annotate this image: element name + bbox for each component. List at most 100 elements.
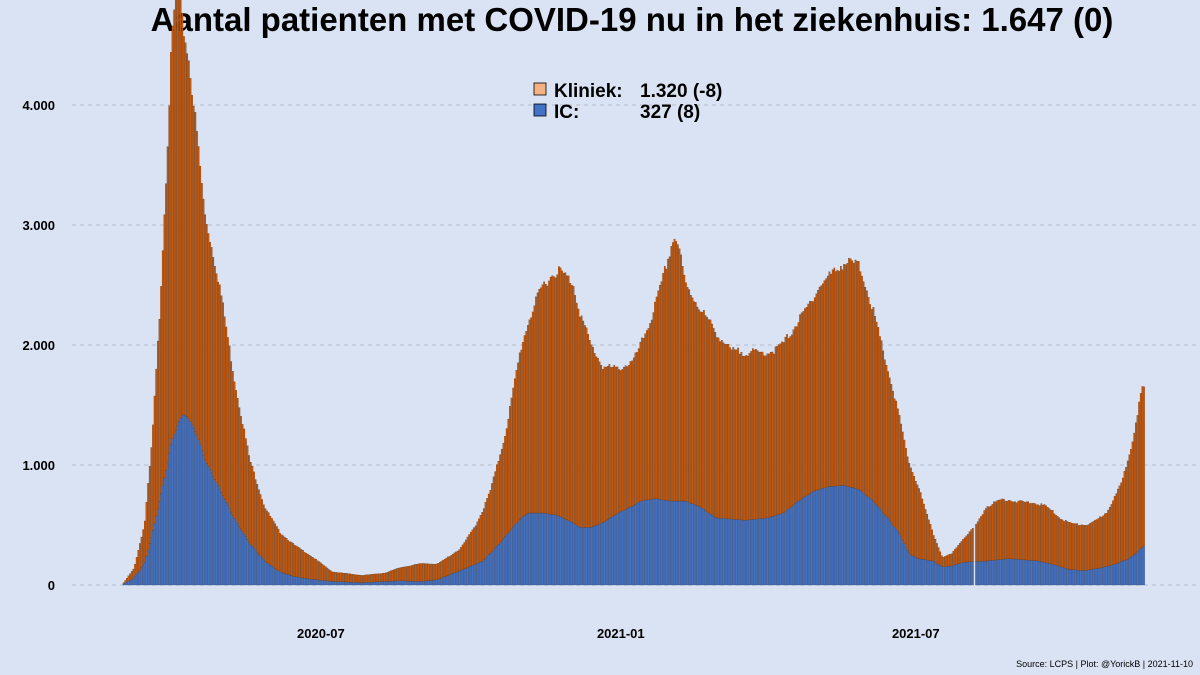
kliniek-bar <box>290 541 293 576</box>
kliniek-bar <box>323 565 325 581</box>
ic-bar <box>360 582 363 586</box>
ic-bar <box>869 498 871 586</box>
ic-bar <box>218 489 221 586</box>
ic-bar <box>188 418 190 586</box>
ic-bar <box>875 504 878 586</box>
ic-bar <box>1074 569 1077 586</box>
ic-bar <box>174 429 177 586</box>
ic-bar <box>826 486 829 586</box>
ic-bar <box>253 547 255 586</box>
kliniek-bar <box>1081 524 1083 571</box>
ic-bar <box>437 579 440 586</box>
kliniek-bar <box>566 275 568 520</box>
ic-bar <box>787 508 790 586</box>
kliniek-bar <box>435 563 438 580</box>
kliniek-bar <box>360 575 363 583</box>
ic-bar <box>724 518 726 586</box>
kliniek-bar <box>522 342 524 517</box>
ic-bar <box>699 506 702 586</box>
ic-bar <box>396 580 399 586</box>
kliniek-bar <box>463 542 466 569</box>
kliniek-bar <box>199 165 202 446</box>
kliniek-bar <box>262 504 265 560</box>
ic-bar <box>465 568 467 586</box>
ic-bar <box>853 487 855 586</box>
ic-bar <box>1091 569 1093 586</box>
kliniek-bar <box>840 266 842 486</box>
kliniek-bar <box>991 504 994 561</box>
kliniek-bar <box>650 319 653 500</box>
kliniek-bar <box>258 489 260 555</box>
kliniek-bar <box>1110 504 1113 566</box>
kliniek-bar <box>337 572 340 582</box>
kliniek-bar <box>1123 471 1126 561</box>
ic-bar <box>642 500 645 586</box>
kliniek-bar <box>531 311 534 514</box>
kliniek-bar <box>443 559 446 577</box>
kliniek-bar <box>1014 501 1017 560</box>
ic-bar <box>1009 558 1012 586</box>
kliniek-bar <box>848 258 850 487</box>
kliniek-bar <box>1097 518 1100 569</box>
ic-bar <box>693 504 695 586</box>
ic-bar <box>144 562 146 586</box>
kliniek-bar <box>743 356 746 521</box>
kliniek-bar <box>401 567 404 581</box>
kliniek-bar <box>843 264 845 486</box>
kliniek-bar <box>846 263 849 487</box>
ic-bar <box>1032 560 1034 586</box>
ic-bar <box>220 492 223 586</box>
ic-bar <box>727 518 730 586</box>
kliniek-bar <box>616 366 619 514</box>
kliniek-bar <box>399 567 402 581</box>
kliniek-bar <box>954 549 956 565</box>
ic-bar <box>305 578 308 586</box>
kliniek-bar <box>352 574 355 583</box>
kliniek-bar <box>425 563 428 582</box>
kliniek-bar <box>536 292 539 514</box>
legend-value-ic: 327 (8) <box>640 102 700 123</box>
ic-bar <box>683 500 686 586</box>
kliniek-bar <box>230 361 233 513</box>
ic-bar <box>1068 569 1070 586</box>
ic-bar <box>747 519 749 586</box>
kliniek-bar <box>1020 500 1023 560</box>
kliniek-bar <box>1102 515 1105 568</box>
kliniek-bar <box>864 287 867 495</box>
ic-bar <box>145 555 148 586</box>
kliniek-bar <box>287 540 290 575</box>
kliniek-bar <box>448 556 451 575</box>
ic-bar <box>569 521 572 586</box>
ic-bar <box>975 561 977 586</box>
ic-bar <box>794 503 797 586</box>
y-tick-label: 4.000 <box>22 98 55 113</box>
ic-bar <box>453 572 456 586</box>
ic-bar <box>786 509 788 586</box>
kliniek-bar <box>461 544 464 570</box>
ic-bar <box>677 500 679 586</box>
kliniek-bar <box>611 366 614 517</box>
kliniek-bar <box>926 514 929 561</box>
ic-bar <box>872 500 875 586</box>
kliniek-bar <box>305 553 308 579</box>
ic-bar <box>202 455 205 586</box>
ic-bar <box>386 581 389 586</box>
ic-bar <box>655 498 658 586</box>
ic-bar <box>466 567 469 586</box>
kliniek-bar <box>1133 432 1136 555</box>
ic-bar <box>155 515 158 586</box>
ic-bar <box>862 493 865 586</box>
ic-bar <box>1006 558 1008 586</box>
kliniek-bar <box>240 416 242 530</box>
ic-bar <box>238 526 241 586</box>
ic-bar <box>1030 560 1033 586</box>
ic-bar <box>297 576 299 586</box>
ic-bar <box>703 509 705 586</box>
kliniek-bar <box>155 368 158 517</box>
kliniek-bar <box>447 556 449 576</box>
kliniek-bar <box>774 346 777 516</box>
ic-bar <box>641 500 643 586</box>
kliniek-bar <box>525 331 528 515</box>
ic-bar <box>795 502 798 586</box>
kliniek-bar <box>377 573 379 582</box>
